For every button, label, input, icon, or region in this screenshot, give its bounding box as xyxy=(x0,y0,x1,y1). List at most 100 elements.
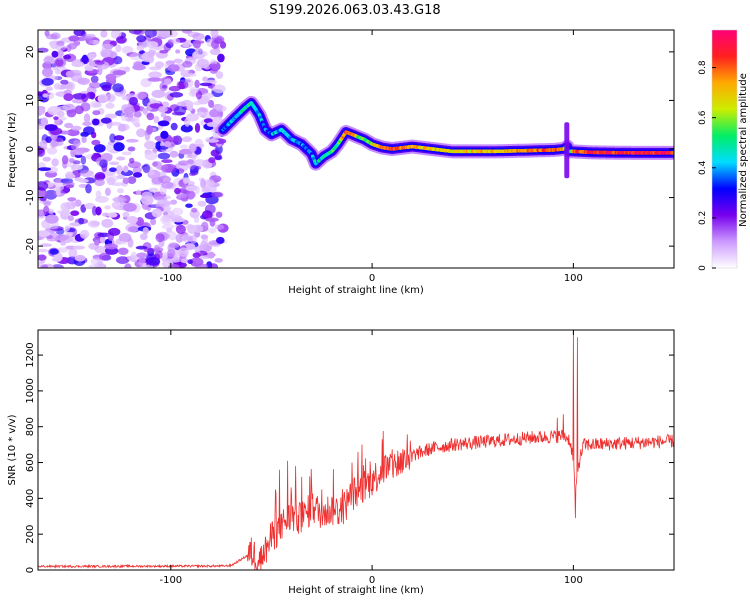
noise-blob xyxy=(136,189,142,195)
noise-blob xyxy=(100,30,108,38)
noise-blob xyxy=(95,190,102,199)
noise-blob xyxy=(202,76,209,82)
noise-blob xyxy=(38,106,46,116)
noise-blob xyxy=(121,46,134,54)
noise-blob xyxy=(136,45,145,51)
noise-blob xyxy=(90,258,102,265)
trace-smear xyxy=(564,122,570,179)
noise-blob xyxy=(69,158,75,163)
noise-blob xyxy=(66,44,72,52)
noise-blob xyxy=(109,167,117,172)
noise-blob xyxy=(170,256,181,263)
noise-blob xyxy=(42,67,53,78)
colorbar-tick-label: 0.8 xyxy=(698,60,708,75)
noise-blob xyxy=(55,186,61,196)
noise-blob xyxy=(162,214,171,223)
y-tick-label: 400 xyxy=(25,489,36,508)
noise-blob xyxy=(167,64,180,72)
noise-blob xyxy=(56,50,64,58)
noise-blob xyxy=(214,155,223,161)
noise-blob xyxy=(64,122,74,129)
snr-frame xyxy=(37,329,675,571)
colorbar-tick-label: 0.6 xyxy=(698,110,708,125)
noise-blob xyxy=(141,195,154,206)
noise-blob xyxy=(208,227,217,234)
noise-blob xyxy=(62,181,75,187)
noise-blob xyxy=(146,125,153,135)
noise-blob xyxy=(147,77,162,82)
noise-blob xyxy=(197,200,207,207)
snr-y-label: SNR (10 * v/v) xyxy=(7,414,18,485)
noise-blob xyxy=(138,256,146,266)
noise-blob xyxy=(45,91,55,100)
noise-blob xyxy=(131,116,140,126)
noise-blob xyxy=(186,189,196,200)
noise-blob xyxy=(186,103,194,112)
noise-blob xyxy=(148,187,159,193)
noise-blob xyxy=(155,233,165,243)
noise-blob xyxy=(215,71,224,80)
noise-blob xyxy=(129,96,138,106)
noise-blob xyxy=(57,110,65,118)
noise-blob xyxy=(161,159,173,164)
noise-blob xyxy=(163,141,172,148)
noise-blob xyxy=(74,105,84,115)
noise-blob xyxy=(163,205,172,212)
noise-blob xyxy=(102,212,110,217)
noise-blob xyxy=(160,163,174,173)
noise-blob xyxy=(62,103,76,111)
noise-blob xyxy=(43,201,51,207)
noise-blob xyxy=(126,216,138,224)
noise-blob xyxy=(38,123,46,130)
noise-blob xyxy=(186,159,194,165)
noise-blob xyxy=(115,36,127,44)
y-tick-label: 0 xyxy=(25,567,36,573)
noise-blob xyxy=(105,102,115,109)
colorbar-tick-label: 0 xyxy=(698,265,708,271)
noise-blob xyxy=(45,34,58,40)
noise-blob xyxy=(47,208,55,214)
noise-blob xyxy=(146,257,161,266)
noise-blob xyxy=(161,101,170,108)
noise-blob xyxy=(127,226,139,233)
noise-blob xyxy=(47,147,58,155)
noise-blob xyxy=(99,236,106,244)
noise-blob xyxy=(175,224,186,235)
noise-blob xyxy=(105,93,116,103)
noise-blob xyxy=(112,83,124,93)
noise-blob xyxy=(160,112,167,118)
noise-blob xyxy=(72,245,85,250)
noise-blob xyxy=(83,126,95,135)
noise-blob xyxy=(54,57,67,68)
noise-blob xyxy=(99,252,111,261)
noise-blob xyxy=(69,222,82,227)
noise-blob xyxy=(206,122,218,127)
noise-blob xyxy=(108,121,122,126)
noise-blob xyxy=(205,217,219,222)
noise-blob xyxy=(215,211,223,218)
noise-blob xyxy=(199,82,213,87)
noise-blob xyxy=(206,179,215,187)
noise-blob xyxy=(53,83,61,90)
noise-blob xyxy=(53,116,59,120)
noise-blob xyxy=(90,75,99,83)
noise-blob xyxy=(196,58,210,69)
noise-blob xyxy=(83,113,91,123)
noise-blob xyxy=(45,214,59,224)
y-tick-label: 10 xyxy=(25,94,36,107)
noise-blob xyxy=(112,70,127,76)
noise-blob xyxy=(191,207,198,213)
noise-blob xyxy=(113,196,127,204)
noise-blob xyxy=(117,188,124,194)
noise-blob xyxy=(115,44,122,53)
noise-blob xyxy=(105,174,119,183)
noise-blob xyxy=(97,94,108,104)
noise-blob xyxy=(219,41,227,49)
noise-blob xyxy=(192,252,201,258)
noise-blob xyxy=(181,30,192,34)
noise-blob xyxy=(63,93,74,101)
noise-blob xyxy=(214,258,223,263)
snr-y-axis: 0 200 400 600 800 1000 1200 xyxy=(25,342,674,573)
x-tick-label: 100 xyxy=(564,273,583,284)
